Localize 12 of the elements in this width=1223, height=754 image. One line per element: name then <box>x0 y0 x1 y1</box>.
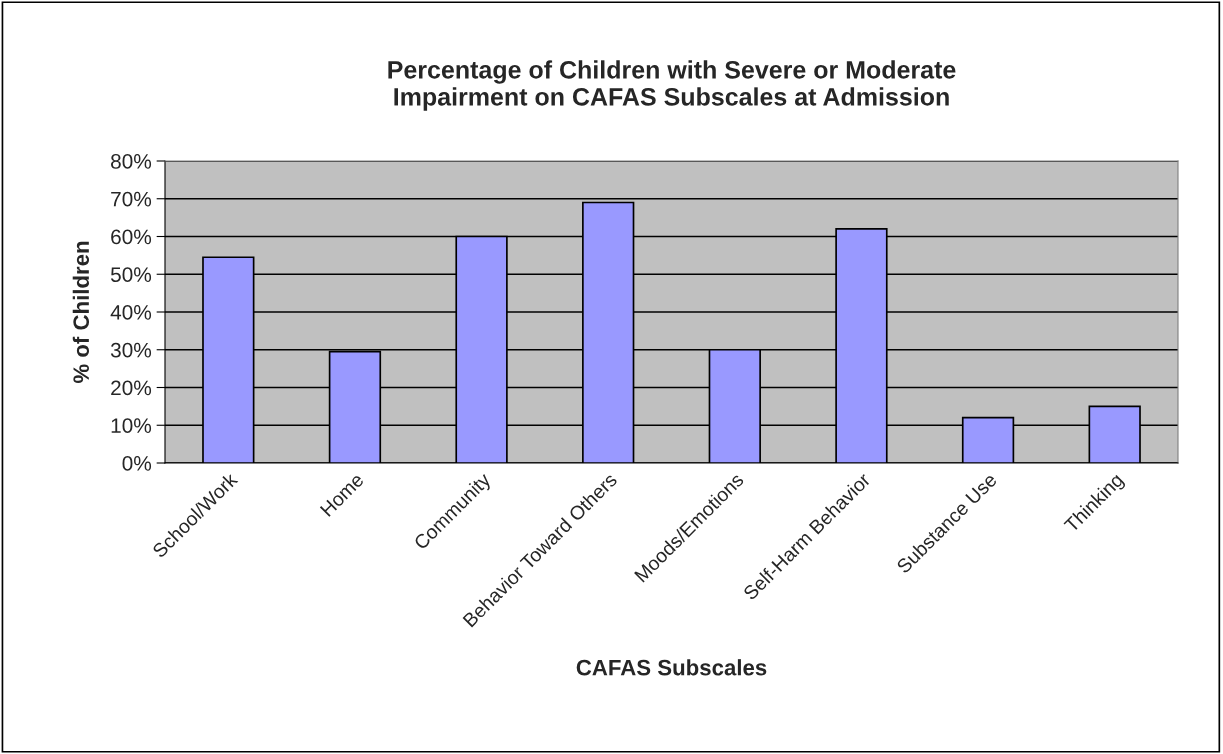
x-axis-title: CAFAS Subscales <box>576 659 767 676</box>
y-tick-label: 0% <box>122 456 152 471</box>
chart-title: Percentage of Children with Severe or Moderate Impairment on CAFAS Subscales at Admission <box>388 60 956 111</box>
y-tick-label: 70% <box>111 191 152 207</box>
y-tick-label: 50% <box>110 267 152 282</box>
y-tick-label: 20% <box>111 380 152 396</box>
y-tick-label: 10% <box>111 418 152 433</box>
y-axis-title: % of Children <box>72 241 90 384</box>
y-tick-label: 30% <box>110 342 152 358</box>
y-tick-label: 80% <box>111 154 152 169</box>
y-tick-label: 40% <box>110 305 152 320</box>
y-tick-label: 60% <box>111 229 152 245</box>
